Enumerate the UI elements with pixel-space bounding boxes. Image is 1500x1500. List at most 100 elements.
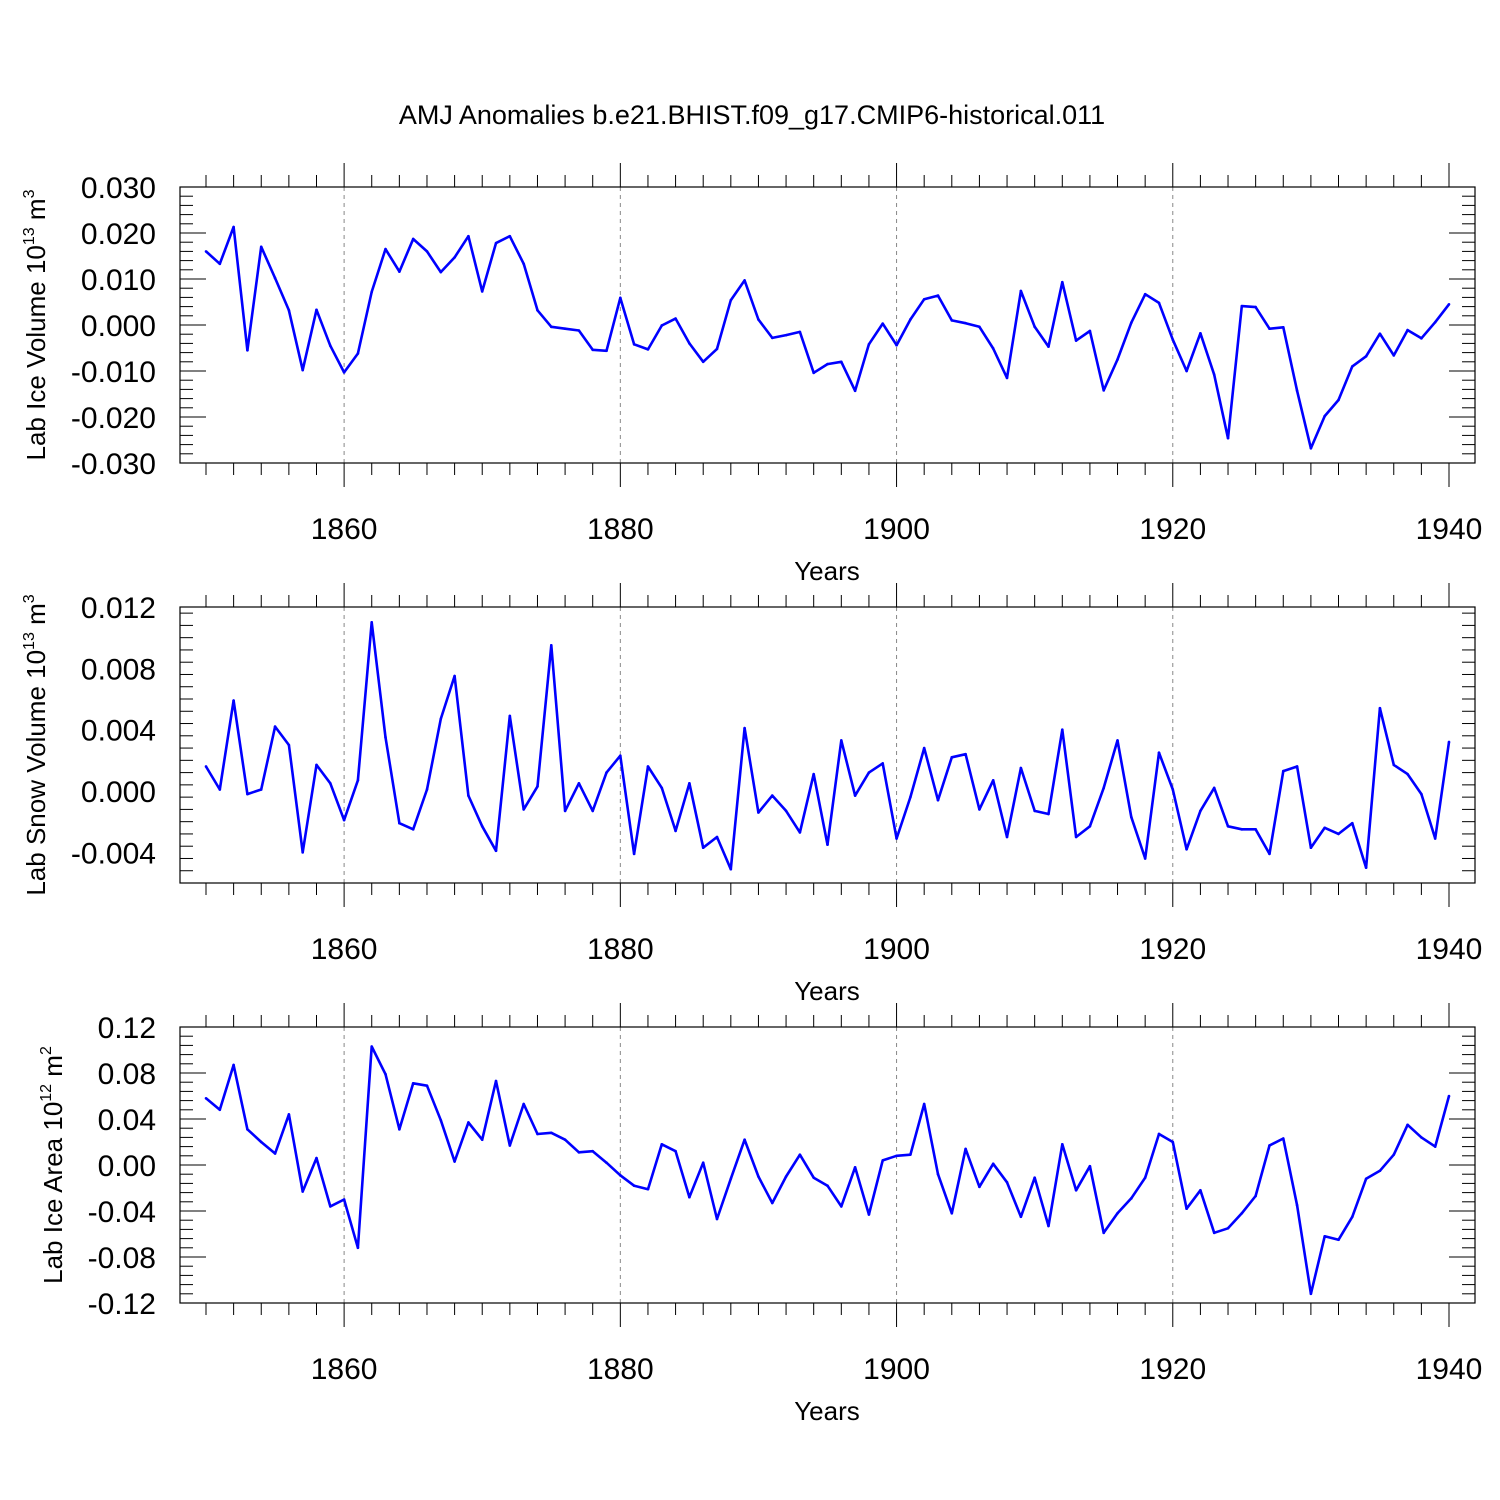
data-point (1378, 706, 1382, 710)
data-point (384, 247, 387, 251)
y-tick-label: 0.00 (98, 1150, 156, 1183)
data-point (494, 1079, 498, 1083)
data-point (1420, 337, 1423, 340)
y-axis-title: Lab Ice Volume 1013 m3 (21, 189, 51, 460)
data-point (577, 1151, 581, 1154)
data-point (1130, 321, 1133, 325)
data-point (646, 765, 650, 768)
data-point (1033, 325, 1036, 329)
data-point (577, 782, 581, 785)
data-point (259, 788, 263, 791)
data-point (1309, 846, 1313, 850)
data-point (232, 1063, 235, 1067)
data-point (1199, 809, 1202, 813)
y-tick-label: -0.08 (88, 1242, 156, 1275)
data-point (1116, 739, 1119, 742)
data-point (674, 317, 677, 320)
data-point (619, 754, 622, 758)
data-point (784, 1175, 788, 1178)
data-point (439, 270, 443, 274)
data-point (715, 347, 719, 351)
data-point (591, 1149, 595, 1153)
y-tick-label: -0.12 (88, 1288, 156, 1321)
data-point (1143, 857, 1147, 860)
data-point (1281, 1137, 1285, 1140)
data-point (1212, 786, 1216, 790)
y-tick-label: 0.08 (98, 1058, 156, 1091)
y-tick-label: -0.04 (88, 1196, 156, 1229)
data-point (1074, 1189, 1078, 1192)
data-point (522, 1102, 525, 1106)
data-point (715, 835, 719, 839)
data-point (715, 1217, 719, 1221)
data-point (1074, 835, 1078, 839)
data-point (246, 349, 249, 352)
y-axis-title-unit-exponent: 2 (38, 1046, 55, 1055)
y-tick-label: 0.04 (98, 1104, 156, 1137)
data-point (287, 308, 291, 312)
data-point (1295, 1203, 1299, 1207)
data-point (591, 348, 595, 352)
data-point (453, 674, 456, 678)
data-point (853, 794, 857, 797)
data-point (246, 792, 249, 796)
data-point (674, 1149, 677, 1153)
data-point (329, 344, 332, 348)
data-point (1019, 289, 1023, 293)
plot-frame (179, 606, 1476, 884)
data-point (660, 324, 664, 327)
y-tick-label: 0.012 (81, 592, 156, 625)
data-point (1420, 1136, 1423, 1139)
data-point (826, 362, 829, 366)
data-point (729, 298, 733, 302)
data-point (1212, 373, 1216, 376)
data-point (480, 1138, 484, 1141)
data-point (1212, 1231, 1216, 1235)
data-point (1337, 398, 1340, 402)
y-axis-title: Lab Ice Area 1012 m2 (38, 1046, 68, 1284)
data-point (1447, 740, 1451, 744)
y-tick-label: 0.000 (81, 776, 156, 809)
data-point (508, 234, 512, 238)
data-point (1281, 769, 1285, 773)
data-point (646, 348, 650, 351)
y-axis-title-main: Lab Snow Volume 10 (21, 650, 51, 896)
data-point (867, 1213, 871, 1216)
data-point (632, 343, 636, 346)
data-point (536, 308, 539, 312)
data-point (1254, 305, 1257, 309)
data-point (1295, 765, 1299, 768)
data-point (991, 1162, 995, 1166)
data-point (273, 1152, 277, 1155)
x-tick-label: 1920 (1139, 1353, 1206, 1386)
data-point (1323, 826, 1326, 830)
data-point (1088, 1164, 1092, 1168)
x-tick-label: 1920 (1139, 513, 1206, 546)
data-point (1116, 1212, 1119, 1215)
data-point (1392, 1153, 1396, 1156)
data-point (605, 771, 608, 774)
data-point (301, 368, 304, 372)
data-point (1295, 389, 1299, 393)
data-point (660, 1143, 664, 1146)
data-point (619, 296, 622, 300)
data-point (950, 755, 954, 759)
panel-snow-volume: -0.004 0.000 0.004 0.008 0.012 1860 1880 1900 19… (21, 583, 1482, 1006)
data-point (1433, 837, 1437, 840)
data-point (1157, 751, 1161, 754)
x-axis-title: Years (794, 976, 860, 1006)
data-point (784, 333, 788, 337)
data-point (315, 1156, 318, 1160)
data-point (384, 736, 387, 739)
data-point (991, 778, 995, 782)
data-point (798, 1153, 802, 1156)
data-point (1102, 786, 1106, 790)
data-point (798, 831, 802, 834)
data-point (770, 794, 774, 797)
data-point (1130, 815, 1133, 819)
data-point (1130, 1197, 1133, 1200)
data-point (204, 1097, 208, 1100)
data-point (1143, 1176, 1147, 1179)
data-point (480, 824, 484, 828)
data-point (384, 1072, 387, 1076)
